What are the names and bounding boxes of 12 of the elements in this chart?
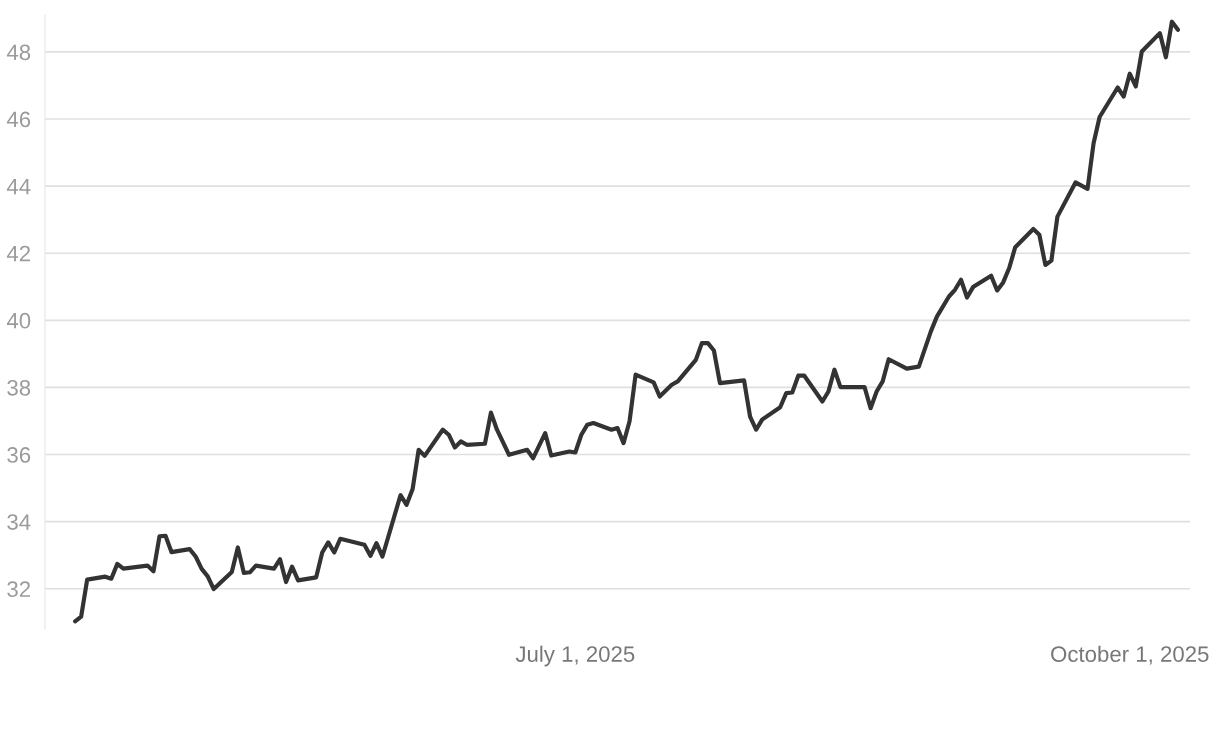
- y-tick-label: 48: [6, 44, 31, 61]
- y-tick-label: 42: [6, 245, 30, 262]
- y-tick-label: 40: [6, 312, 31, 329]
- x-tick-label: July 1, 2025: [515, 645, 635, 667]
- y-tick-label: 46: [6, 111, 31, 128]
- y-tick-label: 38: [7, 379, 31, 396]
- y-tick-label: 44: [6, 178, 31, 195]
- y-tick-label: 32: [7, 581, 30, 598]
- line-series: [73, 19, 1181, 624]
- y-tick-label: 36: [7, 447, 31, 463]
- x-tick-label: October 1, 2025: [1051, 645, 1209, 665]
- y-tick-label: 34: [7, 514, 31, 530]
